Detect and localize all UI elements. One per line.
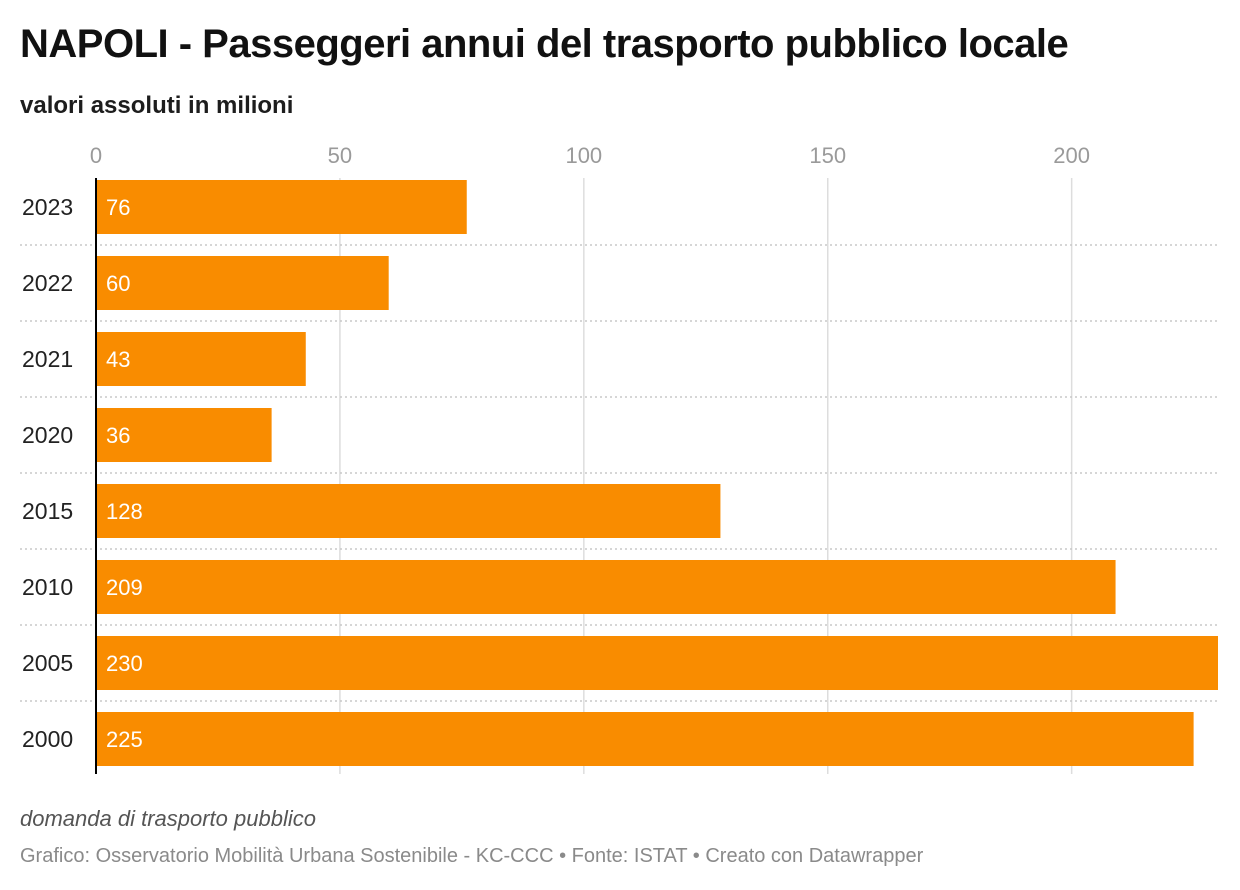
value-label-2005: 230 — [106, 651, 143, 676]
bars — [96, 180, 1218, 766]
category-label-2010: 2010 — [22, 574, 73, 600]
bar-2000 — [96, 712, 1194, 766]
bar-chart: 0 50 100 150 200 2023 2022 2021 2020 2015 2010 200… — [20, 143, 1218, 774]
category-label-2020: 2020 — [22, 422, 73, 448]
bar-2022 — [96, 256, 389, 310]
value-label-2023: 76 — [106, 195, 130, 220]
chart-subtitle: valori assoluti in milioni — [20, 92, 294, 119]
x-tick-label: 200 — [1053, 143, 1090, 168]
category-label-2000: 2000 — [22, 726, 73, 752]
value-label-2015: 128 — [106, 499, 143, 524]
bar-2020 — [96, 408, 272, 462]
value-labels: 76 60 43 36 128 209 230 225 — [106, 195, 143, 752]
bar-2005 — [96, 636, 1218, 690]
x-tick-label: 50 — [328, 143, 352, 168]
row-separators — [20, 244, 1218, 702]
x-tick-label: 150 — [809, 143, 846, 168]
category-label-2023: 2023 — [22, 194, 73, 220]
value-label-2021: 43 — [106, 347, 130, 372]
value-label-2022: 60 — [106, 271, 130, 296]
chart-description: domanda di trasporto pubblico — [20, 806, 316, 831]
category-labels: 2023 2022 2021 2020 2015 2010 2005 2000 — [22, 194, 73, 752]
value-label-2000: 225 — [106, 727, 143, 752]
category-label-2005: 2005 — [22, 650, 73, 676]
x-axis-ticks: 0 50 100 150 200 — [90, 143, 1090, 168]
value-label-2020: 36 — [106, 423, 130, 448]
bar-2023 — [96, 180, 467, 234]
category-label-2015: 2015 — [22, 498, 73, 524]
x-tick-label: 0 — [90, 143, 102, 168]
value-label-2010: 209 — [106, 575, 143, 600]
chart-title: NAPOLI - Passeggeri annui del trasporto … — [20, 22, 1069, 66]
category-label-2022: 2022 — [22, 270, 73, 296]
x-tick-label: 100 — [565, 143, 602, 168]
bar-2010 — [96, 560, 1116, 614]
bar-2015 — [96, 484, 721, 538]
bar-2021 — [96, 332, 306, 386]
chart-footer: Grafico: Osservatorio Mobilità Urbana So… — [20, 845, 924, 867]
category-label-2021: 2021 — [22, 346, 73, 372]
